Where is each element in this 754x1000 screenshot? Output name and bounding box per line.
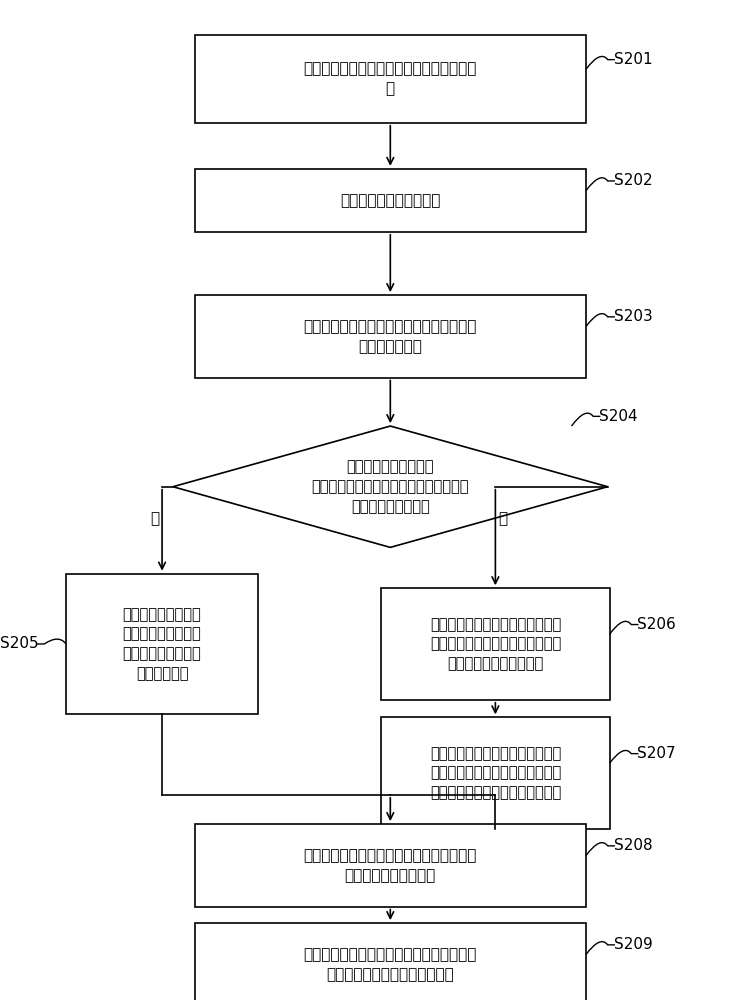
Text: 获取用户的人脸图像信息: 获取用户的人脸图像信息 [340,193,440,208]
Text: S208: S208 [614,838,652,853]
FancyBboxPatch shape [195,923,586,1000]
Text: 是: 是 [150,511,159,526]
FancyBboxPatch shape [66,574,258,714]
Polygon shape [173,426,608,547]
Text: S206: S206 [637,617,676,632]
Text: S204: S204 [599,409,638,424]
Text: S205: S205 [0,636,38,651]
FancyBboxPatch shape [195,35,586,123]
FancyBboxPatch shape [382,588,609,700]
FancyBboxPatch shape [382,717,609,829]
Text: S201: S201 [614,52,652,67]
FancyBboxPatch shape [195,169,586,232]
Text: 根据所述用户的性别对应的脸部特
征参考数据以及所述用户的脸部特
征数据，确定所述用户的年龄区间: 根据所述用户的性别对应的脸部特 征参考数据以及所述用户的脸部特 征数据，确定所述… [430,746,561,800]
FancyBboxPatch shape [195,824,586,907]
Text: 提取所述用户的人脸图像信息中的
脸部特征数据，根据所述脸部特征
数据确定所述用户的性别: 提取所述用户的人脸图像信息中的 脸部特征数据，根据所述脸部特征 数据确定所述用户… [430,617,561,671]
Text: 在预设的虹膜数据库中
查找是否存在与所述用户的虹膜特征信息
匹配的虹膜验证信息: 在预设的虹膜数据库中 查找是否存在与所述用户的虹膜特征信息 匹配的虹膜验证信息 [311,459,469,514]
Text: 否: 否 [498,511,507,526]
Text: 获取与所述用户的年龄区间与性别对应的用
户模式的应用程序集合: 获取与所述用户的年龄区间与性别对应的用 户模式的应用程序集合 [304,848,477,883]
Text: S203: S203 [614,309,652,324]
Text: S209: S209 [614,937,652,952]
FancyBboxPatch shape [195,295,586,378]
Text: S207: S207 [637,746,676,761]
Text: S202: S202 [614,173,652,188]
Text: 从预设的虹膜数据库
中获取所述用户的虹
膜特征信息对应的年
龄区间与性别: 从预设的虹膜数据库 中获取所述用户的虹 膜特征信息对应的年 龄区间与性别 [123,607,201,681]
Text: 设定每个所述用户模式对应的年龄区间和性
别: 设定每个所述用户模式对应的年龄区间和性 别 [304,62,477,96]
Text: 从所述用户的人脸图像信息中采集所述用户
的虹膜特征信息: 从所述用户的人脸图像信息中采集所述用户 的虹膜特征信息 [304,319,477,354]
Text: 根据所述用户模式的显示方式，显示所述应
用程序集合中的应用程序的图标: 根据所述用户模式的显示方式，显示所述应 用程序集合中的应用程序的图标 [304,947,477,982]
